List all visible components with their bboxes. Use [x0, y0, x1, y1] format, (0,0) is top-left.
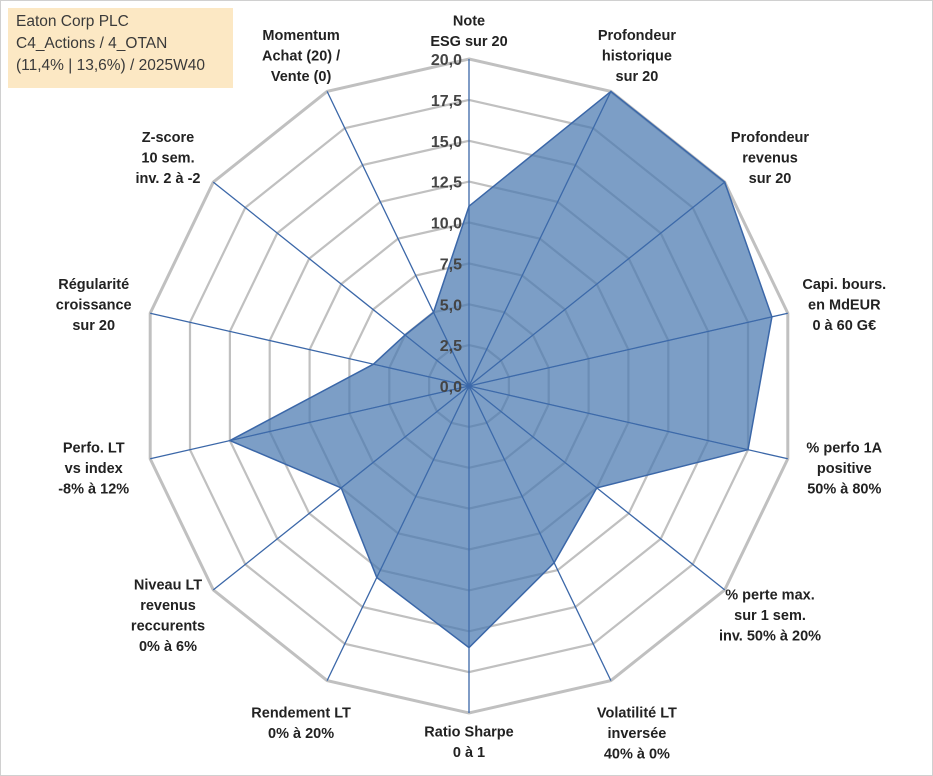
- axis-label-line: 0 à 1: [453, 745, 485, 761]
- axis-label-5: % perte max. sur 1 sem. inv. 50% à 20%: [719, 588, 821, 645]
- axis-label-0: Note ESG sur 20: [430, 14, 507, 51]
- series-spoke-4: [468, 385, 749, 451]
- axis-label-3: Capi. bours. en MdEUR 0 à 60 G€: [802, 277, 886, 334]
- tick-label-7: 17,5: [431, 93, 462, 110]
- axis-label-7: Ratio Sharpe 0 à 1: [424, 725, 513, 762]
- axis-label-line: reccurents: [131, 618, 205, 634]
- axis-label-line: Z-score: [142, 130, 194, 146]
- axis-label-line: en MdEUR: [808, 298, 881, 314]
- axis-label-line: Momentum: [262, 28, 339, 44]
- axis-label-line: Vente (0): [271, 69, 332, 85]
- series-spoke-6: [468, 385, 555, 564]
- axis-label-line: -8% à 12%: [58, 481, 129, 497]
- axis-label-line: Rendement LT: [251, 705, 351, 721]
- axis-label-9: Niveau LT revenus reccurents 0% à 6%: [131, 577, 205, 655]
- series-spoke-1: [468, 91, 612, 387]
- axis-label-11: Régularité croissance sur 20: [56, 277, 132, 334]
- tick-label-5: 12,5: [431, 175, 462, 192]
- series-spoke-2: [468, 181, 726, 387]
- axis-label-line: sur 20: [749, 171, 792, 187]
- axis-label-line: ESG sur 20: [430, 34, 507, 50]
- performance-period: (11,4% | 13,6%) / 2025W40: [16, 57, 205, 74]
- axis-label-line: sur 20: [72, 318, 115, 334]
- axis-label-line: Capi. bours.: [802, 277, 886, 293]
- axis-label-line: Profondeur: [731, 130, 809, 146]
- axis-label-line: % perte max.: [725, 588, 814, 604]
- series-spoke-10: [229, 385, 470, 442]
- tick-label-3: 7,5: [440, 256, 462, 273]
- axis-label-line: Perfo. LT: [63, 440, 125, 456]
- axis-label-line: historique: [602, 48, 672, 64]
- axis-label-line: Note: [453, 14, 485, 30]
- axis-label-line: 10 sem.: [141, 150, 194, 166]
- axis-label-line: inv. 50% à 20%: [719, 629, 821, 645]
- axis-label-line: Achat (20) /: [262, 48, 340, 64]
- axis-label-10: Perfo. LT vs index -8% à 12%: [58, 440, 129, 497]
- company-name: Eaton Corp PLC: [16, 13, 129, 30]
- axis-label-line: sur 20: [616, 69, 659, 85]
- series-area: [228, 90, 773, 649]
- series-spoke-3: [468, 316, 773, 387]
- axis-label-4: % perfo 1A positive 50% à 80%: [806, 440, 882, 497]
- axis-label-line: revenus: [742, 150, 798, 166]
- tick-label-4: 10,0: [431, 216, 462, 233]
- axis-label-line: vs index: [65, 461, 123, 477]
- axis-label-line: inversée: [607, 726, 666, 742]
- axis-label-line: 0% à 20%: [268, 726, 334, 742]
- axis-label-8: Rendement LT 0% à 20%: [251, 705, 351, 742]
- axis-label-line: % perfo 1A: [806, 440, 882, 456]
- axis-label-line: Profondeur: [598, 28, 676, 44]
- axis-label-line: Niveau LT: [134, 577, 202, 593]
- portfolio-category: C4_Actions / 4_OTAN: [16, 35, 168, 52]
- axis-label-line: croissance: [56, 298, 132, 314]
- axis-label-line: 0 à 60 G€: [812, 318, 876, 334]
- series-spoke-9: [340, 385, 470, 489]
- axis-label-line: sur 1 sem.: [734, 608, 806, 624]
- series-spoke-5: [468, 385, 598, 489]
- stock-info-box: Eaton Corp PLC C4_Actions / 4_OTAN (11,4…: [8, 8, 233, 88]
- axis-label-line: Régularité: [58, 277, 129, 293]
- tick-layer: 0,0 2,5 5,0 7,5 10,0 12,5 15,0 17,5 20,0: [431, 52, 462, 396]
- tick-label-2: 5,0: [440, 297, 462, 314]
- tick-label-1: 2,5: [440, 338, 462, 355]
- tick-label-0: 0,0: [440, 379, 462, 396]
- tick-label-6: 15,0: [431, 134, 462, 151]
- axis-label-line: 40% à 0%: [604, 746, 670, 762]
- series-spoke-13: [433, 312, 470, 387]
- series-spoke-12: [404, 334, 470, 387]
- axis-label-1: Profondeur historique sur 20: [598, 28, 676, 85]
- tick-label-8: 20,0: [431, 52, 462, 69]
- series-spoke-11: [373, 363, 470, 387]
- axis-label-2: Profondeur revenus sur 20: [731, 130, 809, 187]
- axis-label-12: Z-score 10 sem. inv. 2 à -2: [135, 130, 200, 187]
- axis-label-line: revenus: [140, 598, 196, 614]
- axis-label-line: Ratio Sharpe: [424, 725, 513, 741]
- axis-label-line: 50% à 80%: [807, 481, 881, 497]
- axis-label-13: Momentum Achat (20) / Vente (0): [262, 28, 340, 85]
- series-spoke-8: [376, 385, 470, 578]
- label-layer: Note ESG sur 20 Profondeur historique sur 20…: [56, 14, 886, 763]
- axis-label-6: Volatilité LT inversée 40% à 0%: [597, 705, 677, 762]
- axis-label-line: Volatilité LT: [597, 705, 677, 721]
- axis-label-line: positive: [817, 461, 872, 477]
- axis-label-line: inv. 2 à -2: [135, 171, 200, 187]
- series-layer: [228, 90, 773, 649]
- axis-label-line: 0% à 6%: [139, 639, 197, 655]
